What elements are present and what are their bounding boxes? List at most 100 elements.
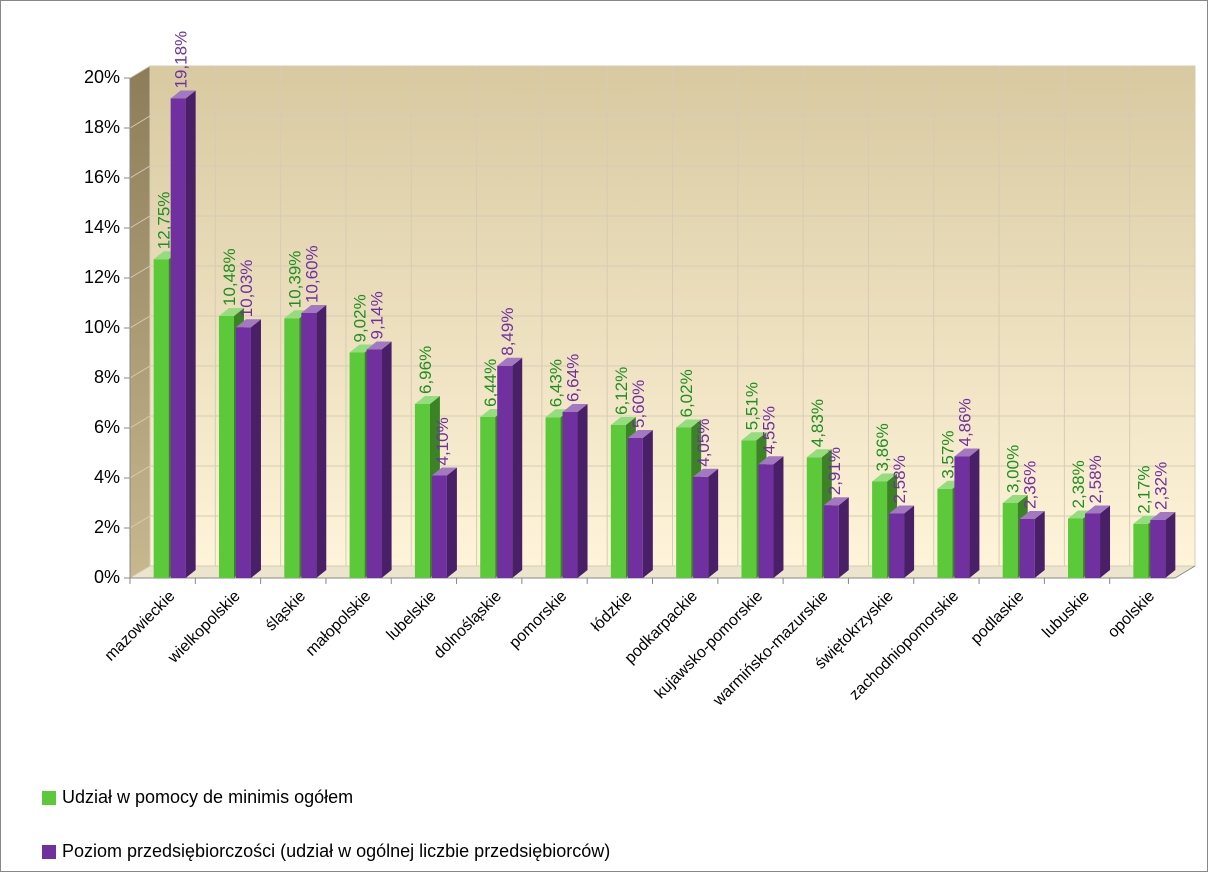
bar-top [414,396,440,404]
bar [545,417,561,578]
bar [562,412,578,578]
grid-line [129,465,151,479]
bar-side [708,468,719,578]
value-label: 6,64% [564,354,583,402]
bar [366,349,382,578]
bar [823,505,839,578]
y-tick-label: 18% [84,117,120,137]
bar-top [301,305,327,313]
bar-top [1002,495,1028,503]
bar-side [185,90,196,578]
bar [806,457,822,578]
bar [1068,518,1084,578]
bar-top [218,308,244,316]
value-label: 6,96% [416,346,435,394]
bar-top [431,467,457,476]
grid-line [129,65,151,79]
grid-line [129,515,151,529]
bar-top [1150,512,1176,520]
grid-line [129,365,151,379]
bar [497,365,513,578]
value-label: 6,02% [677,369,696,417]
value-label: 2,32% [1151,462,1170,510]
bar [431,475,447,578]
bar-top [823,497,849,506]
bar-top [627,430,653,438]
bar-side [838,497,849,578]
bar-side [577,404,588,578]
bar [153,259,169,578]
bar-side [446,467,457,578]
bar-side [969,448,980,578]
bar [1019,519,1035,578]
bar [1002,503,1018,578]
value-label: 3,57% [938,431,957,479]
bar-side [250,319,261,578]
bar [954,456,970,578]
y-tick-label: 6% [94,417,120,437]
value-label: 10,60% [302,245,321,303]
bar [610,425,626,578]
value-label: 5,51% [742,382,761,430]
bar [741,440,757,578]
bar-top [497,357,523,366]
bar-top [806,449,832,458]
value-label: 6,12% [612,367,631,415]
bar-top [1133,515,1159,524]
floor [130,566,1195,578]
value-label: 2,17% [1134,466,1153,514]
bar-top [676,419,702,428]
value-label: 2,58% [890,455,909,503]
bar [349,352,365,578]
bar [284,318,300,578]
legend-label: Poziom przedsiębiorczości (udział w ogól… [62,841,610,861]
bar [414,404,430,578]
grid-line [129,315,151,329]
value-label: 3,00% [1004,445,1023,493]
legend-swatch [42,845,56,859]
bar [480,417,496,578]
value-label: 10,03% [237,260,256,318]
bar-top [758,456,784,465]
bar [627,438,643,578]
bar-top [610,417,636,425]
bar [937,488,953,578]
value-label: 2,91% [825,447,844,495]
y-tick-label: 2% [94,517,120,537]
bar [1085,513,1101,578]
bar-top [889,505,915,514]
bar-top [235,319,261,328]
value-label: 3,86% [873,423,892,471]
value-label: 8,49% [498,308,517,356]
bar-top [741,432,767,441]
value-label: 6,44% [481,359,500,407]
bar [301,313,317,578]
grid-line [129,215,151,229]
bar-side [1100,505,1111,578]
bar [758,464,774,578]
grid-line [129,115,151,129]
value-label: 4,10% [433,417,452,465]
bar-side [512,357,523,578]
bar-side [904,505,915,578]
y-tick-label: 10% [84,317,120,337]
bar [676,427,692,578]
bar-top [349,344,375,353]
grid-line [129,165,151,179]
value-label: 10,48% [220,248,239,306]
value-label: 4,05% [694,419,713,467]
value-label: 5,60% [629,380,648,428]
bar-side [642,430,653,578]
bar-top [170,90,196,99]
value-label: 2,36% [1021,461,1040,509]
bar-top [693,468,719,477]
value-label: 10,39% [285,251,304,309]
legend-swatch [42,791,56,805]
grid-line [129,415,151,429]
value-label: 2,58% [1086,455,1105,503]
bar [218,316,234,578]
value-label: 9,14% [368,291,387,339]
value-label: 4,86% [955,398,974,446]
y-tick-label: 8% [94,367,120,387]
